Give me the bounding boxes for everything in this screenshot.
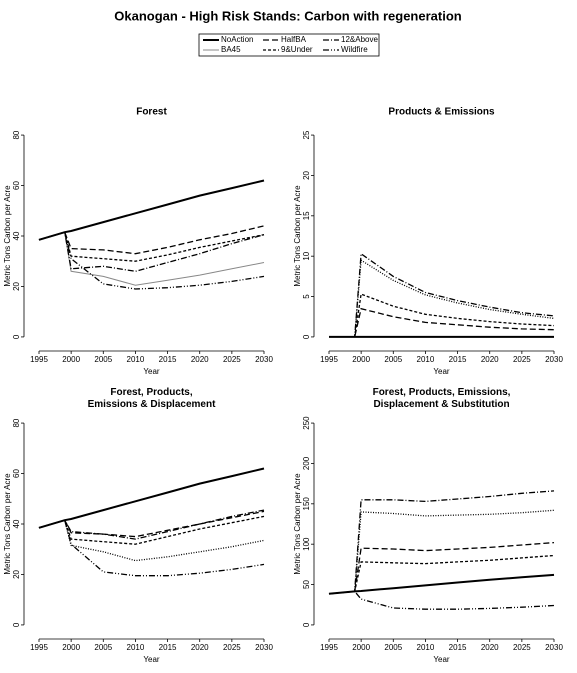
y-tick-label: 20 — [302, 170, 311, 179]
x-tick-label: 2010 — [417, 643, 435, 652]
series-line — [329, 307, 555, 338]
x-tick-label: 2030 — [255, 355, 273, 364]
legend-label: Wildfire — [341, 45, 368, 54]
x-tick-label: 1995 — [320, 355, 338, 364]
y-axis-label: Metric Tons Carbon per Acre — [293, 473, 302, 575]
x-tick-label: 2000 — [62, 355, 80, 364]
y-axis-label: Metric Tons Carbon per Acre — [293, 185, 302, 287]
y-tick-label: 40 — [12, 231, 21, 240]
x-tick-label: 2015 — [159, 643, 177, 652]
y-tick-label: 80 — [12, 130, 21, 139]
x-tick-label: 1995 — [30, 355, 48, 364]
y-tick-label: 50 — [302, 580, 311, 589]
y-tick-label: 0 — [12, 334, 21, 339]
legend-label: 9&Under — [281, 45, 313, 54]
y-tick-label: 150 — [302, 497, 311, 511]
series-line — [328, 573, 555, 595]
series-line — [38, 467, 265, 529]
legend-label: HalfBA — [281, 35, 307, 44]
y-tick-label: 25 — [302, 130, 311, 139]
y-tick-label: 0 — [12, 622, 21, 627]
series-line — [38, 231, 265, 286]
x-tick-label: 2000 — [62, 643, 80, 652]
x-axis-label: Year — [143, 367, 160, 376]
x-tick-label: 2025 — [513, 643, 531, 652]
x-tick-label: 2020 — [481, 643, 499, 652]
x-tick-label: 2015 — [449, 355, 467, 364]
y-tick-label: 10 — [302, 251, 311, 260]
y-tick-label: 200 — [302, 456, 311, 470]
x-tick-label: 2030 — [255, 643, 273, 652]
y-tick-label: 5 — [302, 294, 311, 299]
x-axis-label: Year — [143, 655, 160, 664]
series-line — [38, 515, 265, 545]
x-tick-label: 2005 — [94, 355, 112, 364]
x-tick-label: 2000 — [352, 643, 370, 652]
panel-title: Forest — [136, 107, 167, 118]
x-tick-label: 2030 — [545, 643, 563, 652]
y-tick-label: 20 — [12, 281, 21, 290]
x-tick-label: 2020 — [191, 643, 209, 652]
y-tick-label: 0 — [302, 334, 311, 339]
y-tick-label: 40 — [12, 519, 21, 528]
x-tick-label: 2005 — [384, 643, 402, 652]
series-line — [38, 519, 265, 562]
x-axis-label: Year — [433, 367, 450, 376]
x-axis-label: Year — [433, 655, 450, 664]
y-tick-label: 80 — [12, 418, 21, 427]
panel-title: Forest, Products, Emissions & Displacemen… — [88, 387, 216, 410]
y-tick-label: 100 — [302, 537, 311, 551]
series-line — [328, 509, 555, 595]
series-line — [38, 509, 265, 540]
legend-box — [198, 33, 380, 57]
y-tick-label: 20 — [12, 569, 21, 578]
panel-title: Forest, Products, Emissions, Displacement… — [373, 387, 511, 410]
series-line — [38, 231, 265, 290]
series-line — [38, 231, 265, 272]
y-tick-label: 0 — [302, 622, 311, 627]
x-tick-label: 2005 — [94, 643, 112, 652]
series-line — [38, 179, 265, 241]
x-tick-label: 1995 — [320, 643, 338, 652]
x-tick-label: 2005 — [384, 355, 402, 364]
x-tick-label: 2025 — [513, 355, 531, 364]
x-tick-label: 2015 — [159, 355, 177, 364]
x-tick-label: 2030 — [545, 355, 563, 364]
series-line — [38, 510, 265, 538]
x-tick-label: 2025 — [223, 643, 241, 652]
x-tick-label: 2015 — [449, 643, 467, 652]
series-line — [328, 590, 555, 610]
x-tick-label: 2010 — [417, 355, 435, 364]
y-tick-label: 250 — [302, 416, 311, 430]
y-tick-label: 60 — [12, 181, 21, 190]
series-line — [328, 541, 555, 595]
x-tick-label: 2010 — [127, 643, 145, 652]
series-line — [329, 252, 555, 338]
y-axis-label: Metric Tons Carbon per Acre — [3, 185, 12, 287]
y-tick-label: 60 — [12, 469, 21, 478]
y-tick-label: 15 — [302, 211, 311, 220]
x-tick-label: 2010 — [127, 355, 145, 364]
x-tick-label: 2000 — [352, 355, 370, 364]
series-line — [328, 554, 555, 595]
series-line — [329, 293, 555, 338]
x-tick-label: 2020 — [191, 355, 209, 364]
series-line — [38, 225, 265, 255]
x-tick-label: 2020 — [481, 355, 499, 364]
series-line — [328, 490, 555, 595]
legend-label: NoAction — [221, 35, 253, 44]
legend-label: 12&Above — [341, 35, 378, 44]
y-axis-label: Metric Tons Carbon per Acre — [3, 473, 12, 575]
x-tick-label: 1995 — [30, 643, 48, 652]
series-line — [329, 259, 555, 338]
x-tick-label: 2025 — [223, 355, 241, 364]
series-line — [38, 231, 265, 262]
figure-title: Okanogan - High Risk Stands: Carbon with… — [114, 8, 461, 23]
series-line — [38, 519, 265, 577]
legend-label: BA45 — [221, 45, 241, 54]
panel-title: Products & Emissions — [388, 107, 495, 118]
